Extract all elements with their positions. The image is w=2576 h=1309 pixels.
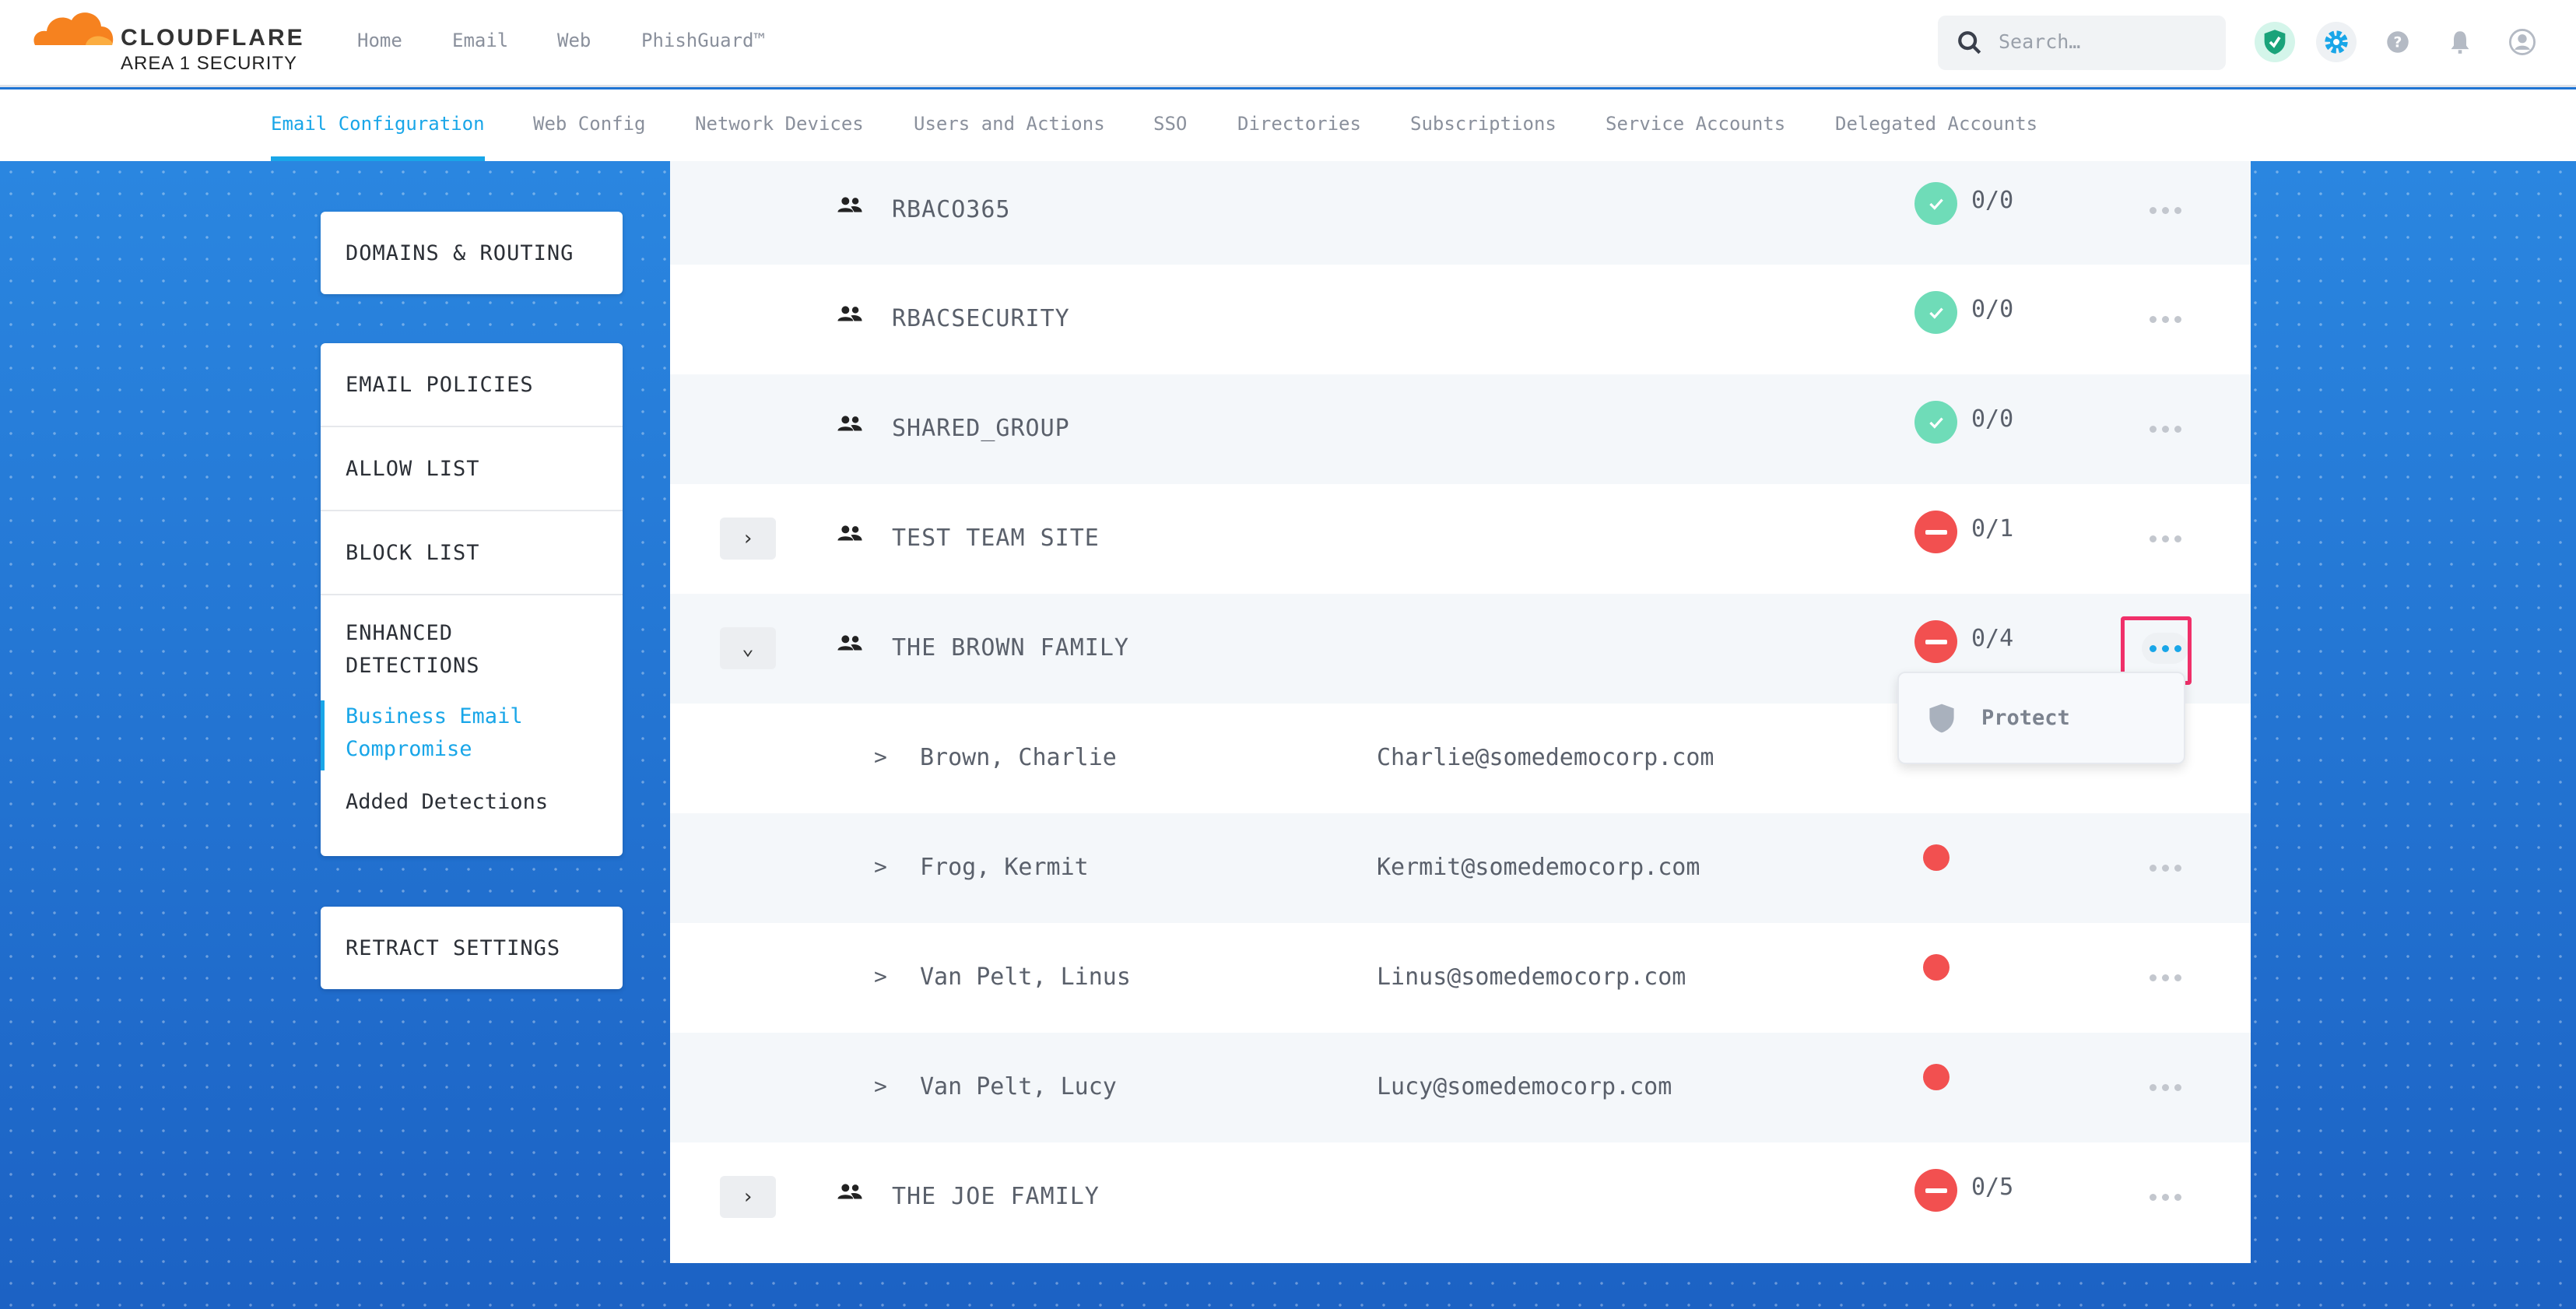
protected-count: 0/1 [1971, 515, 2014, 542]
tab-delegated-accounts[interactable]: Delegated Accounts [1835, 113, 2038, 135]
domains-routing-card[interactable]: DOMAINS & ROUTING [321, 212, 623, 294]
group-name: SHARED_GROUP [892, 415, 1070, 442]
status-dot [1923, 844, 1950, 871]
tab-sso[interactable]: SSO [1153, 113, 1188, 135]
sidebar-subitem-business-email-compromise[interactable]: Business Email Compromise [321, 700, 623, 770]
tab-directories[interactable]: Directories [1237, 113, 1361, 135]
group-name: THE JOE FAMILY [892, 1183, 1100, 1210]
actions-dropdown: Protect [1897, 672, 2185, 764]
group-row[interactable]: › THE JOE FAMILY 0/5 [670, 1142, 2251, 1252]
tab-web-config[interactable]: Web Config [533, 113, 646, 135]
search-input[interactable]: Search… [1938, 16, 2226, 70]
group-icon [837, 525, 862, 541]
member-name: Frog, Kermit [920, 854, 1089, 881]
tab-email-configuration[interactable]: Email Configuration [271, 113, 485, 161]
sidebar-item-email-policies[interactable]: EMAIL POLICIES [321, 343, 623, 427]
group-row[interactable]: SHARED_GROUP 0/0 [670, 374, 2251, 484]
bell-icon[interactable] [2440, 22, 2480, 62]
member-email: Charlie@somedemocorp.com [1377, 744, 1714, 771]
member-email: Lucy@somedemocorp.com [1377, 1073, 1672, 1100]
nav-email[interactable]: Email [452, 30, 509, 51]
check-circle-icon [1914, 291, 1957, 334]
group-icon [837, 635, 862, 651]
protected-count: 0/4 [1971, 625, 2014, 652]
more-options-button[interactable] [2142, 304, 2188, 335]
tab-subscriptions[interactable]: Subscriptions [1410, 113, 1556, 135]
chevron-right-icon[interactable]: > [874, 963, 887, 989]
group-row[interactable]: › TEST TEAM SITE 0/1 [670, 484, 2251, 594]
group-icon [837, 416, 862, 431]
top-header: CLOUDFLARE AREA 1 SECURITY Home Email We… [0, 0, 2576, 87]
more-options-button[interactable] [2142, 962, 2188, 993]
group-icon [837, 197, 862, 212]
sub-navigation: Email Configuration Web Config Network D… [0, 89, 2576, 161]
group-row[interactable]: RBACSECURITY 0/0 [670, 265, 2251, 374]
sidebar-item-domains-routing[interactable]: DOMAINS & ROUTING [346, 240, 574, 265]
member-email: Linus@somedemocorp.com [1377, 963, 1686, 991]
sidebar-subitem-added-detections[interactable]: Added Detections [346, 790, 549, 814]
status-dot [1923, 1064, 1950, 1090]
more-options-button[interactable] [2142, 195, 2188, 226]
shield-icon [1929, 704, 1954, 733]
protected-count: 0/0 [1971, 405, 2014, 433]
sidebar-item-enhanced-detections[interactable]: ENHANCED DETECTIONS [346, 621, 480, 678]
member-email: Kermit@somedemocorp.com [1377, 854, 1700, 881]
search-icon [1958, 31, 1981, 54]
sidebar-item-allow-list[interactable]: ALLOW LIST [321, 427, 623, 511]
minus-circle-icon [1914, 1169, 1957, 1212]
group-icon [837, 306, 862, 321]
member-row[interactable]: > Van Pelt, Linus Linus@somedemocorp.com [670, 923, 2251, 1033]
tab-network-devices[interactable]: Network Devices [695, 113, 864, 135]
more-options-button[interactable] [2142, 523, 2188, 554]
group-name: RBACSECURITY [892, 305, 1070, 332]
expand-button[interactable]: › [720, 518, 776, 560]
member-name: Van Pelt, Lucy [920, 1073, 1117, 1100]
chevron-right-icon[interactable]: > [874, 744, 887, 770]
group-row[interactable]: RBACO365 0/0 [670, 161, 2251, 265]
group-name: TEST TEAM SITE [892, 525, 1100, 552]
collapse-button[interactable]: ⌄ [720, 627, 776, 669]
member-row[interactable]: > Van Pelt, Lucy Lucy@somedemocorp.com [670, 1033, 2251, 1142]
dropdown-item-protect[interactable]: Protect [1981, 706, 2070, 730]
nav-home[interactable]: Home [357, 30, 402, 51]
check-circle-icon [1914, 182, 1957, 225]
tab-users-and-actions[interactable]: Users and Actions [914, 113, 1105, 135]
minus-circle-icon [1914, 620, 1957, 663]
cloud-logo-icon [33, 12, 114, 46]
shield-check-icon[interactable] [2255, 22, 2295, 62]
more-options-button[interactable] [2142, 633, 2188, 664]
member-name: Brown, Charlie [920, 744, 1117, 771]
status-dot [1923, 954, 1950, 981]
check-circle-icon [1914, 401, 1957, 444]
more-options-button[interactable] [2142, 413, 2188, 444]
gear-icon[interactable] [2316, 22, 2357, 62]
help-icon[interactable]: ? [2378, 22, 2418, 62]
email-policies-card: EMAIL POLICIES ALLOW LIST BLOCK LIST ENH… [321, 343, 623, 856]
expand-button[interactable]: › [720, 1176, 776, 1218]
sidebar-item-retract-settings[interactable]: RETRACT SETTINGS [346, 935, 561, 960]
chevron-right-icon[interactable]: > [874, 854, 887, 879]
cloudflare-logo[interactable]: CLOUDFLARE AREA 1 SECURITY [31, 8, 304, 78]
user-icon[interactable] [2502, 22, 2543, 62]
nav-web[interactable]: Web [557, 30, 591, 51]
retract-settings-card[interactable]: RETRACT SETTINGS [321, 907, 623, 989]
minus-circle-icon [1914, 511, 1957, 553]
more-options-button[interactable] [2142, 852, 2188, 883]
more-options-button[interactable] [2142, 1181, 2188, 1212]
chevron-right-icon[interactable]: > [874, 1073, 887, 1099]
svg-text:?: ? [2394, 34, 2402, 51]
protected-count: 0/5 [1971, 1174, 2014, 1201]
protected-count: 0/0 [1971, 296, 2014, 323]
sidebar-item-block-list[interactable]: BLOCK LIST [321, 511, 623, 595]
tab-service-accounts[interactable]: Service Accounts [1606, 113, 1786, 135]
member-name: Van Pelt, Linus [920, 963, 1131, 991]
nav-phishguard[interactable]: PhishGuard™ [641, 30, 765, 51]
protected-count: 0/0 [1971, 187, 2014, 214]
member-row[interactable]: > Frog, Kermit Kermit@somedemocorp.com [670, 813, 2251, 923]
group-name: THE BROWN FAMILY [892, 634, 1129, 662]
more-options-button[interactable] [2142, 1072, 2188, 1103]
group-icon [837, 1184, 862, 1199]
group-name: RBACO365 [892, 196, 1011, 223]
